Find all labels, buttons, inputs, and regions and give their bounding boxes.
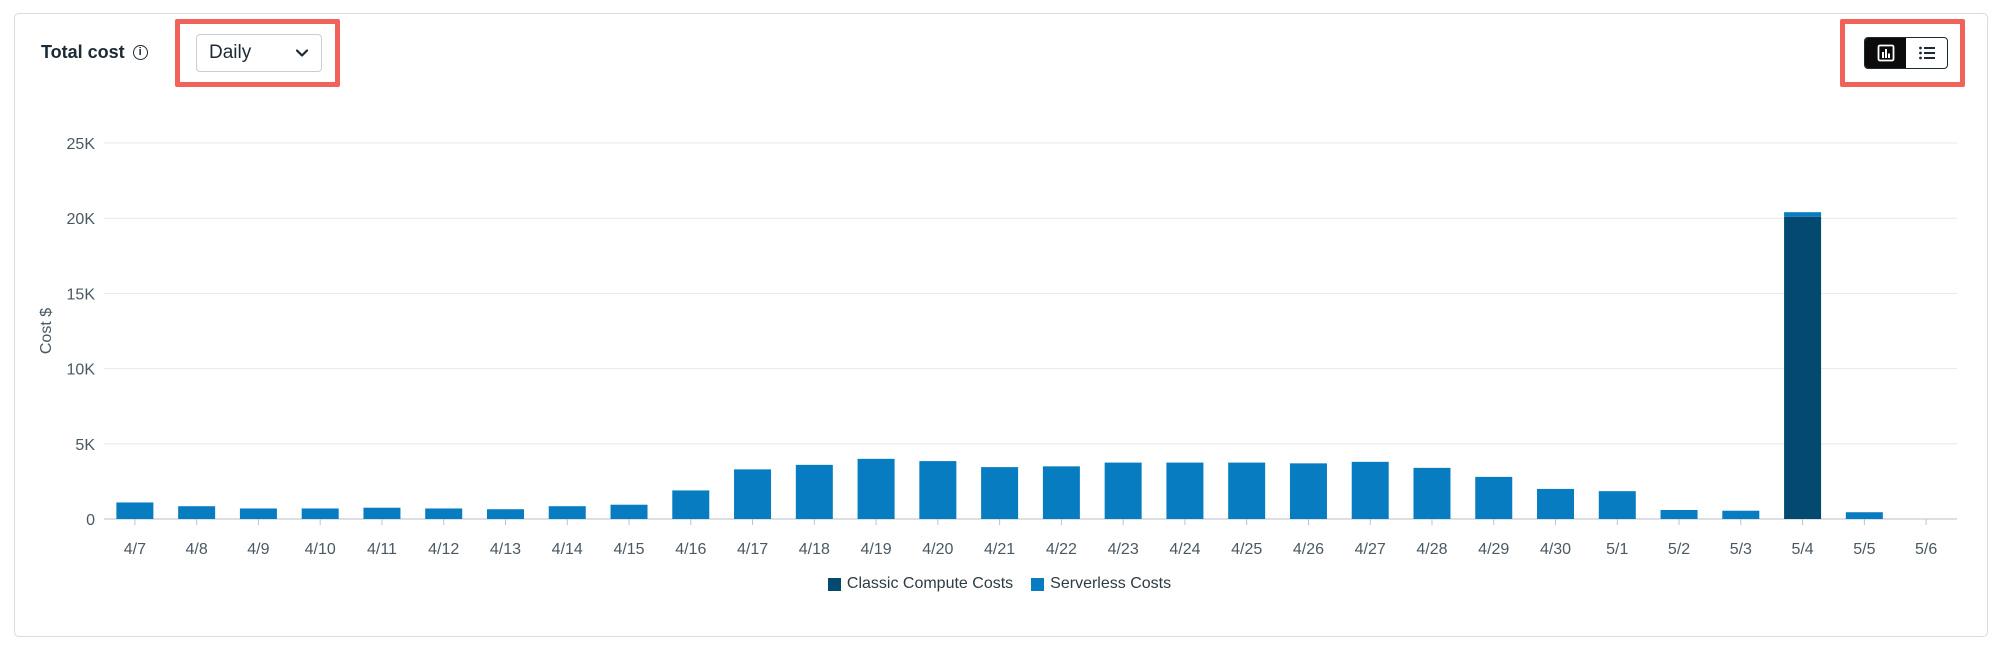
list-icon <box>1918 46 1935 60</box>
x-tick-label: 5/1 <box>1606 541 1628 558</box>
x-tick-label: 5/2 <box>1668 541 1690 558</box>
bar-serverless-costs-5-2 <box>1660 509 1698 519</box>
bar-serverless-costs-4-11 <box>363 507 401 519</box>
view-toggle <box>1864 37 1948 69</box>
legend-item-serverless[interactable]: Serverless Costs <box>1031 575 1171 593</box>
legend-item-classic[interactable]: Classic Compute Costs <box>827 575 1014 593</box>
bar-serverless-costs-4-22 <box>1042 466 1080 519</box>
x-tick-label: 5/4 <box>1791 541 1813 558</box>
bar-serverless-costs-4-19 <box>857 458 895 519</box>
y-axis-label: Cost $ <box>38 308 55 354</box>
bar-serverless-costs-5-3 <box>1722 510 1760 519</box>
x-tick-label: 4/25 <box>1231 541 1262 558</box>
bar-serverless-costs-4-13 <box>486 509 524 519</box>
chart-legend: Classic Compute Costs Serverless Costs <box>0 575 1999 593</box>
legend-swatch-serverless <box>1031 577 1045 591</box>
x-tick-label: 4/12 <box>428 541 459 558</box>
x-tick-label: 5/6 <box>1915 541 1937 558</box>
bar-serverless-costs-4-12 <box>425 508 463 519</box>
x-tick-label: 4/28 <box>1416 541 1447 558</box>
x-tick-label: 4/11 <box>367 541 397 558</box>
x-tick-label: 4/17 <box>737 541 768 558</box>
bar-serverless-costs-4-30 <box>1537 488 1575 519</box>
y-tick-label: 20K <box>67 211 96 228</box>
card-header: Total cost i <box>41 30 148 74</box>
x-tick-label: 4/21 <box>984 541 1015 558</box>
bar-serverless-costs-4-9 <box>239 508 277 519</box>
bar-serverless-costs-4-15 <box>610 504 648 519</box>
bar-serverless-costs-4-26 <box>1289 463 1327 519</box>
legend-swatch-classic <box>827 577 841 591</box>
x-tick-label: 4/20 <box>922 541 953 558</box>
bar-serverless-costs-4-18 <box>795 464 833 519</box>
x-tick-label: 4/24 <box>1169 541 1200 558</box>
bar-serverless-costs-4-7 <box>116 502 154 519</box>
legend-label-serverless: Serverless Costs <box>1050 575 1172 592</box>
y-tick-label: 10K <box>67 362 96 379</box>
bar-serverless-costs-4-14 <box>548 506 586 519</box>
bar-serverless-costs-5-1 <box>1598 491 1636 519</box>
granularity-select[interactable]: Daily <box>196 34 322 72</box>
x-tick-label: 4/23 <box>1108 541 1139 558</box>
card-title: Total cost <box>41 41 125 62</box>
bar-serverless-costs-4-24 <box>1166 462 1204 519</box>
x-tick-label: 4/8 <box>186 541 208 558</box>
x-tick-label: 4/9 <box>247 541 269 558</box>
bar-serverless-costs-4-10 <box>301 508 339 519</box>
y-tick-label: 15K <box>67 286 96 303</box>
x-tick-label: 4/30 <box>1540 541 1571 558</box>
x-tick-label: 4/19 <box>861 541 892 558</box>
x-tick-label: 5/3 <box>1730 541 1752 558</box>
bar-serverless-costs-4-8 <box>178 506 216 519</box>
list-view-button[interactable] <box>1906 38 1947 68</box>
legend-label-classic: Classic Compute Costs <box>846 575 1014 592</box>
x-tick-label: 4/10 <box>305 541 336 558</box>
granularity-value: Daily <box>209 42 252 63</box>
x-tick-label: 4/27 <box>1355 541 1386 558</box>
y-tick-label: 25K <box>67 136 96 153</box>
y-tick-label: 5K <box>75 437 95 454</box>
bar-serverless-costs-4-25 <box>1228 462 1266 519</box>
x-tick-label: 4/22 <box>1046 541 1077 558</box>
bar-serverless-costs-4-20 <box>919 461 957 519</box>
info-circle-icon[interactable]: i <box>132 44 148 60</box>
x-tick-label: 4/18 <box>799 541 830 558</box>
x-tick-label: 4/16 <box>675 541 706 558</box>
total-cost-card <box>14 13 1988 637</box>
x-tick-label: 4/26 <box>1293 541 1324 558</box>
bar-chart-view-button[interactable] <box>1865 38 1906 68</box>
bar-serverless-costs-5-4 <box>1784 212 1822 217</box>
x-tick-label: 4/29 <box>1478 541 1509 558</box>
x-tick-label: 4/7 <box>124 541 146 558</box>
annotation-box-view-toggle <box>1840 19 1965 87</box>
bar-serverless-costs-4-28 <box>1413 467 1451 519</box>
bar-serverless-costs-4-23 <box>1104 462 1142 519</box>
bar-serverless-costs-4-21 <box>981 467 1019 519</box>
annotation-box-granularity <box>175 19 340 87</box>
bar-serverless-costs-4-17 <box>734 469 772 519</box>
y-tick-label: 0 <box>86 512 95 529</box>
bar-serverless-costs-4-16 <box>672 490 710 519</box>
x-tick-label: 5/5 <box>1853 541 1875 558</box>
bar-serverless-costs-4-27 <box>1351 461 1389 519</box>
bar-chart-icon <box>1877 44 1894 62</box>
bar-classic-compute-costs-5-4 <box>1784 216 1822 520</box>
x-tick-label: 4/15 <box>613 541 644 558</box>
bar-serverless-costs-4-29 <box>1475 476 1513 519</box>
x-tick-label: 4/13 <box>490 541 521 558</box>
bar-serverless-costs-5-5 <box>1845 512 1883 519</box>
chevron-down-icon <box>295 49 309 57</box>
x-tick-label: 4/14 <box>552 541 583 558</box>
